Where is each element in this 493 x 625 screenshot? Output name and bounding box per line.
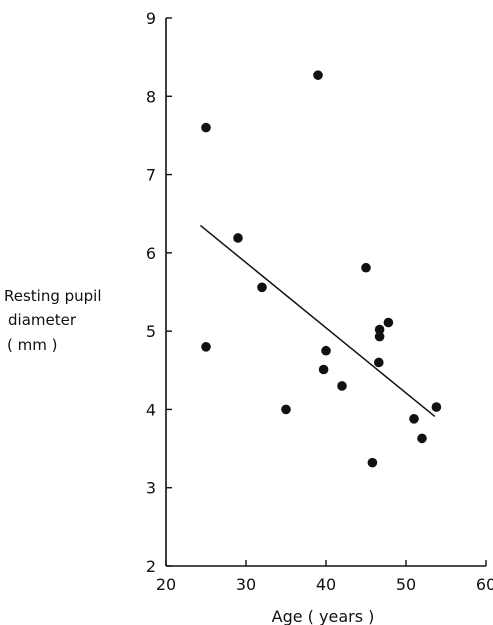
- y-axis-label: Resting pupil diameter ( mm ): [4, 287, 102, 354]
- ylabel-line-3: ( mm ): [7, 336, 57, 354]
- y-tick-label: 8: [146, 87, 156, 106]
- y-tick-label: 9: [146, 9, 156, 28]
- data-point: [431, 402, 442, 412]
- data-point: [374, 324, 385, 335]
- data-point: [367, 457, 378, 468]
- x-tick-label: 30: [236, 575, 256, 594]
- data-point: [318, 364, 329, 375]
- x-tick-label: 40: [316, 575, 336, 594]
- x-axis-label: Age ( years ): [272, 607, 375, 625]
- data-point: [281, 404, 291, 415]
- ylabel-line-1: Resting pupil: [4, 287, 102, 305]
- data-point: [374, 357, 384, 368]
- y-tick-label: 4: [146, 400, 156, 419]
- ylabel-line-2: diameter: [8, 311, 77, 329]
- x-tick-label: 60: [476, 575, 493, 594]
- data-point: [257, 282, 267, 293]
- data-point: [201, 342, 211, 352]
- data-point: [233, 233, 243, 243]
- y-tick-label: 5: [146, 322, 156, 341]
- plot-area: 2 3 4 5 6 7 8 9 20 30 40 50 60: [146, 9, 493, 594]
- data-point: [313, 70, 323, 80]
- y-tick-label: 7: [146, 166, 156, 185]
- data-point: [383, 317, 394, 328]
- data-point: [361, 262, 371, 273]
- x-tick-label: 20: [156, 575, 176, 594]
- y-tick-label: 6: [146, 244, 156, 263]
- data-point: [417, 433, 427, 444]
- data-point: [337, 381, 347, 391]
- data-point: [321, 345, 331, 356]
- x-tick-label: 50: [396, 575, 416, 594]
- data-point: [201, 122, 211, 133]
- y-tick-label: 2: [146, 557, 156, 576]
- trend-line: [199, 224, 436, 418]
- y-tick-label: 3: [146, 479, 156, 498]
- data-point: [409, 414, 419, 424]
- data-point: [374, 331, 385, 342]
